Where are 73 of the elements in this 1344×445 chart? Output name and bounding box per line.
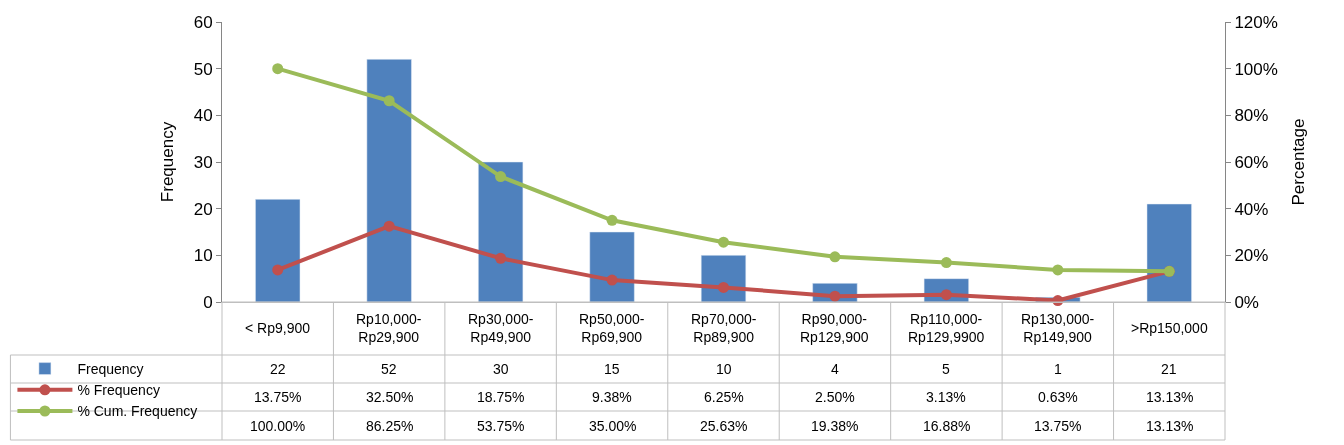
- data-label: 9.38%: [592, 389, 632, 405]
- data-label: 25.63%: [700, 418, 748, 434]
- data-label: 13.13%: [1146, 418, 1194, 434]
- point: [495, 171, 507, 183]
- data-label: 22: [270, 361, 286, 377]
- x-tick-label: Rp50,000-Rp69,900: [579, 311, 645, 346]
- point: [606, 214, 618, 226]
- y2-tick-label: 100%: [1234, 59, 1278, 79]
- legend-label: % Cum. Frequency: [77, 403, 198, 420]
- bar: [478, 161, 524, 302]
- data-label: 6.25%: [704, 389, 744, 405]
- data-label: 15: [604, 361, 620, 377]
- y2-tick-label: 40%: [1234, 199, 1269, 219]
- point: [1052, 264, 1064, 276]
- point: [718, 281, 729, 293]
- x-tick-label: Rp110,000-Rp129,9900: [908, 311, 985, 346]
- data-label: 19.38%: [811, 418, 859, 434]
- y-tick-label: 0: [203, 292, 213, 312]
- y-tick-label: 40: [193, 106, 213, 126]
- data-label: 100.00%: [250, 418, 306, 434]
- bar: [255, 199, 301, 302]
- y2-tick-label: 120%: [1234, 12, 1278, 32]
- y-axis-title: Frequency: [158, 121, 178, 203]
- y-tick-label: 60: [193, 12, 213, 32]
- data-label: 13.75%: [1034, 418, 1082, 434]
- x-tick-label: >Rp150,000: [1131, 320, 1208, 336]
- point: [606, 274, 618, 286]
- y-tick-label: 30: [193, 152, 213, 172]
- legend-label: % Frequency: [77, 382, 160, 399]
- x-tick-label: Rp10,000-Rp29,900: [356, 311, 422, 346]
- point: [272, 63, 284, 75]
- data-label: 53.75%: [477, 418, 525, 434]
- y2-tick-label: 20%: [1234, 246, 1269, 266]
- x-tick-label: Rp130,000-Rp149,900: [1021, 311, 1095, 346]
- bar: [1146, 203, 1192, 302]
- y-tick-label: 20: [193, 199, 213, 219]
- x-tick-label: < Rp9,900: [245, 320, 311, 336]
- data-label: 0.63%: [1038, 389, 1078, 405]
- bar: [589, 231, 635, 302]
- data-label: 13.75%: [254, 389, 302, 405]
- data-label: 10: [716, 361, 732, 377]
- point: [383, 220, 395, 232]
- y-tick-label: 10: [193, 246, 213, 266]
- data-label: 5: [942, 361, 950, 377]
- data-label: 21: [1161, 361, 1177, 377]
- x-tick-label: Rp30,000-Rp49,900: [468, 311, 534, 346]
- data-label: 32.50%: [366, 389, 414, 405]
- data-label: 3.13%: [926, 389, 966, 405]
- data-label: 52: [381, 361, 397, 377]
- legend-label: Frequency: [77, 361, 144, 378]
- bar: [366, 59, 412, 302]
- point: [829, 251, 841, 263]
- y2-tick-label: 80%: [1234, 106, 1269, 126]
- y2-tick-label: 60%: [1234, 152, 1269, 172]
- y2-axis-title: Percentage: [1289, 118, 1309, 206]
- data-label: 35.00%: [589, 418, 637, 434]
- data-label: 30: [493, 361, 509, 377]
- point: [718, 236, 729, 248]
- y2-tick-label: 0%: [1234, 292, 1259, 312]
- x-tick-label: Rp70,000-Rp89,900: [691, 311, 757, 346]
- data-label: 86.25%: [366, 418, 414, 434]
- point: [272, 264, 284, 276]
- y-tick-label: 50: [193, 59, 213, 79]
- data-label: 4: [831, 361, 839, 377]
- point: [940, 257, 952, 269]
- data-label: 1: [1054, 361, 1062, 377]
- data-label: 13.13%: [1146, 389, 1194, 405]
- data-label: 18.75%: [477, 389, 525, 405]
- data-label: 16.88%: [923, 418, 971, 434]
- data-label: 2.50%: [815, 389, 855, 405]
- point: [383, 95, 395, 107]
- point: [495, 252, 507, 264]
- x-tick-label: Rp90,000-Rp129,900: [800, 311, 869, 346]
